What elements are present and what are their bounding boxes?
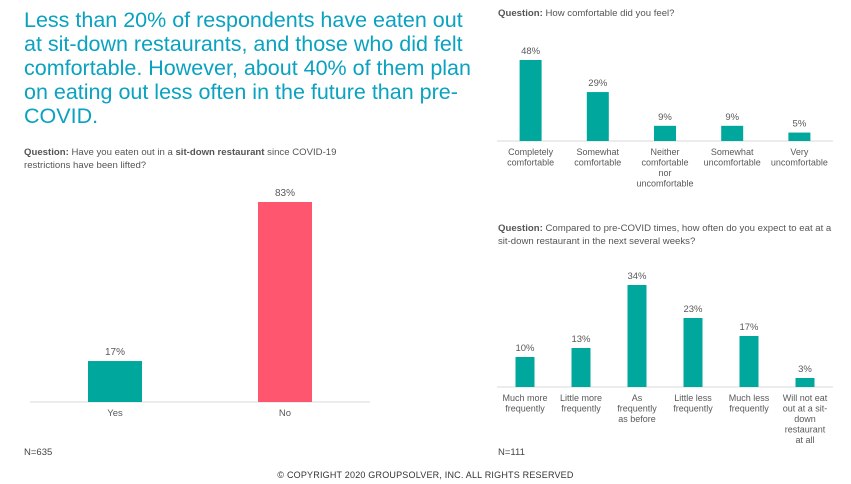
question-prefix: Question: [498,8,543,19]
category-label: uncomfortable [636,179,693,189]
bar [586,92,609,141]
bar [683,318,703,387]
question-text: How comfortable did you feel? [542,8,675,19]
category-label: Somewhat [577,147,620,157]
category-label: as before [618,414,656,424]
data-label: 29% [588,78,608,89]
question-text-bold: sit-down restaurant [175,147,265,158]
data-label: 3% [798,364,812,375]
headline: Less than 20% of respondents have eaten … [24,8,471,128]
data-label: 5% [793,119,807,130]
category-label: Little more [560,393,602,403]
bar [788,132,811,141]
data-label: 10% [515,343,535,354]
category-label: comfortable [574,158,621,168]
data-label: 34% [627,271,647,282]
data-label: 9% [725,112,739,123]
bar [795,378,815,387]
category-label: Very [790,147,809,157]
sample-size-right: N=111 [498,447,525,458]
question-text-a: Have you eaten out in a [68,147,176,158]
category-label: frequently [729,404,769,414]
eaten-out-bar-chart: 17% Yes 83% No [30,188,370,419]
category-label: at all [795,435,814,445]
bar [519,60,542,141]
category-label: restaurant [785,425,826,435]
category-label: As [632,393,643,403]
category-label: uncomfortable [704,158,761,168]
question-text: Compared to pre-COVID times, how often d… [498,223,832,247]
data-label: 48% [521,46,541,57]
bar [515,357,535,387]
category-label: No [279,408,291,419]
copyright: © COPYRIGHT 2020 GROUPSOLVER, INC. ALL R… [277,470,574,480]
category-label: down [794,414,816,424]
data-label: 23% [683,304,703,315]
category-label: out at a sit- [783,404,828,414]
category-label: frequently [673,404,713,414]
data-label: 17% [105,347,125,358]
category-label: frequently [505,404,545,414]
bar [571,348,591,387]
category-label: Little less [674,393,712,403]
category-label: Yes [107,408,123,419]
question-bottom-right: Question: Compared to pre-COVID times, h… [498,223,844,248]
data-label: 83% [275,188,295,199]
category-label: Completely [508,147,554,157]
bar [627,285,647,387]
data-label: 9% [658,112,672,123]
category-label: frequently [561,404,601,414]
question-prefix: Question: [24,147,69,158]
category-label: nor [658,168,671,178]
question-top-right: Question: How comfortable did you feel? [498,8,838,21]
category-label: comfortable [507,158,554,168]
bar [88,361,142,402]
category-label: Neither [650,147,679,157]
bar [739,336,759,387]
data-label: 13% [571,334,591,345]
question-prefix: Question: [498,223,543,234]
category-label: Will not eat [783,393,828,403]
question-text-b: since COVID-19 restrictions have been li… [24,147,337,171]
data-label: 17% [739,322,759,333]
category-label: Much less [729,393,770,403]
category-label: Much more [502,393,547,403]
sample-size-left: N=635 [24,447,53,458]
category-label: Somewhat [711,147,754,157]
bar [654,125,676,141]
category-label: uncomfortable [771,158,828,168]
comfort-bar-chart: 48%Completelycomfortable29%Somewhatcomfo… [497,46,833,189]
question-left: Question: Have you eaten out in a sit-do… [24,147,379,172]
bar [721,125,744,141]
category-label: comfortable [641,158,688,168]
bar [258,202,312,402]
category-label: frequently [617,404,657,414]
